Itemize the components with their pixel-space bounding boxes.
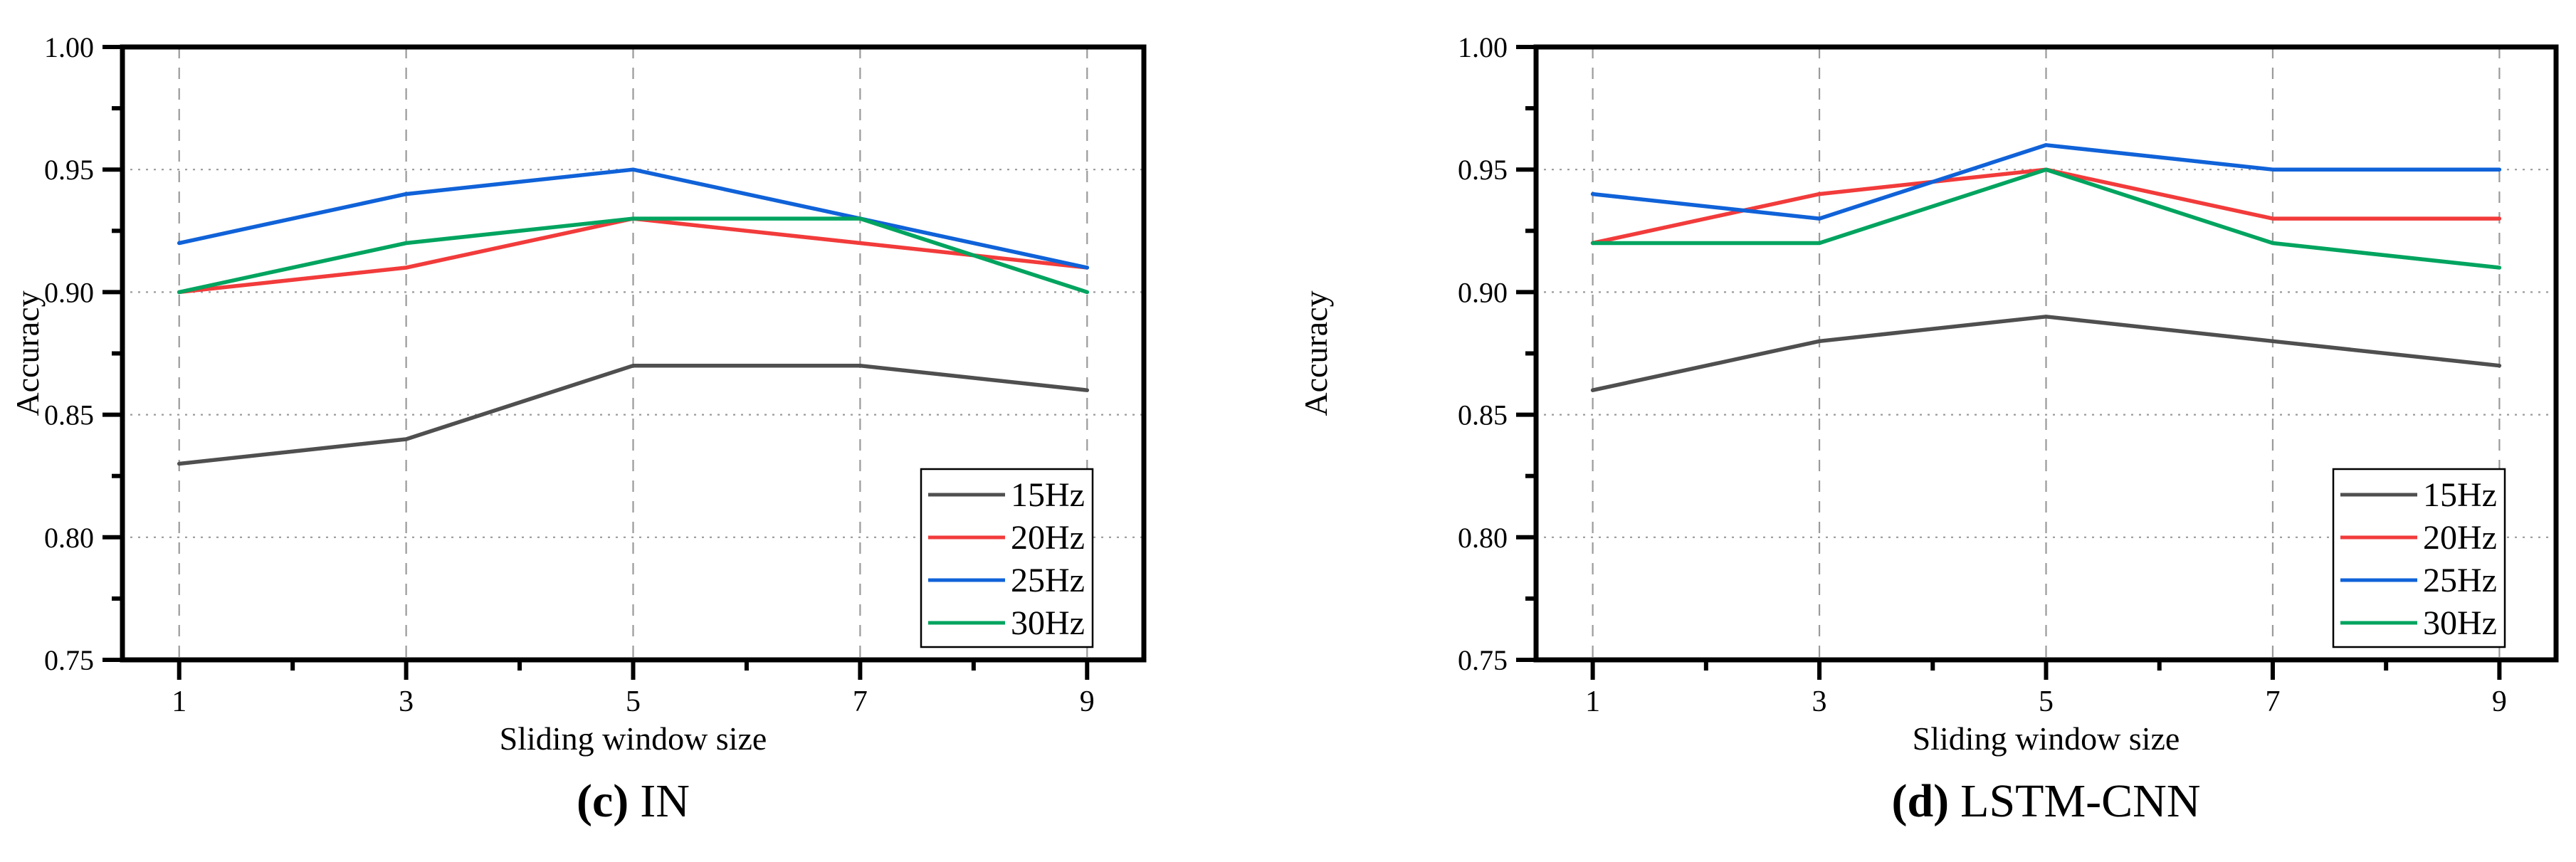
panel-caption-d: (d) LSTM-CNN <box>1536 774 2556 829</box>
caption-marker-c: (c) <box>577 775 629 827</box>
svg-text:0.85: 0.85 <box>44 399 94 431</box>
x-tick-labels: 1 3 5 7 9 <box>172 685 1095 718</box>
x-axis-title: Sliding window size <box>1913 720 2180 757</box>
svg-text:1.00: 1.00 <box>44 31 94 63</box>
caption-label-d: LSTM-CNN <box>1960 775 2201 827</box>
legend-label-15hz: 15Hz <box>1011 476 1085 514</box>
panel-d: 0.75 0.80 0.85 0.90 0.95 1.00 1 3 5 7 9 Sliding win… <box>1288 0 2576 862</box>
svg-text:9: 9 <box>1080 685 1095 718</box>
svg-text:9: 9 <box>2492 685 2507 718</box>
line-chart-d: 0.75 0.80 0.85 0.90 0.95 1.00 1 3 5 7 9 Sliding win… <box>1298 31 2559 757</box>
svg-text:7: 7 <box>853 685 868 718</box>
svg-text:1: 1 <box>1585 685 1600 718</box>
legend-label-25hz: 25Hz <box>1011 562 1085 599</box>
series-line-25hz <box>1590 143 2502 221</box>
svg-text:0.95: 0.95 <box>44 154 94 186</box>
svg-text:0.85: 0.85 <box>1458 399 1508 431</box>
series-line-15hz <box>1590 315 2502 392</box>
series-line-25hz <box>177 167 1090 270</box>
y-tick-labels: 0.75 0.80 0.85 0.90 0.95 1.00 <box>44 31 94 676</box>
svg-text:5: 5 <box>626 685 641 718</box>
svg-text:3: 3 <box>1812 685 1827 718</box>
panel-caption-c: (c) IN <box>122 774 1144 829</box>
legend-label-20hz: 20Hz <box>1011 519 1085 557</box>
svg-text:0.80: 0.80 <box>1458 522 1508 554</box>
legend-label-25hz: 25Hz <box>2423 562 2497 599</box>
svg-text:5: 5 <box>2039 685 2054 718</box>
caption-marker-d: (d) <box>1891 775 1950 827</box>
series-line-30hz <box>177 216 1090 295</box>
y-axis-title: Accuracy <box>9 290 46 416</box>
y-tick-labels: 0.75 0.80 0.85 0.90 0.95 1.00 <box>1458 31 1508 676</box>
axis-ticks <box>102 45 1090 680</box>
axis-ticks <box>1516 45 2502 680</box>
svg-text:0.90: 0.90 <box>44 276 94 308</box>
y-axis-title: Accuracy <box>1298 290 1334 416</box>
svg-text:0.75: 0.75 <box>1458 644 1508 676</box>
legend: 15Hz 20Hz 25Hz 30Hz <box>2332 468 2506 648</box>
caption-label-c: IN <box>640 775 690 827</box>
svg-text:0.90: 0.90 <box>1458 276 1508 308</box>
line-chart-c: 0.75 0.80 0.85 0.90 0.95 1.00 1 3 5 7 9 Sliding win… <box>9 31 1147 757</box>
legend-box <box>2332 468 2506 648</box>
svg-text:0.80: 0.80 <box>44 522 94 554</box>
svg-text:1.00: 1.00 <box>1458 31 1508 63</box>
legend-box <box>920 468 1094 648</box>
legend: 15Hz 20Hz 25Hz 30Hz <box>920 468 1094 648</box>
x-tick-labels: 1 3 5 7 9 <box>1585 685 2507 718</box>
legend-label-15hz: 15Hz <box>2423 476 2497 514</box>
svg-text:1: 1 <box>172 685 186 718</box>
legend-label-30hz: 30Hz <box>1011 604 1085 642</box>
svg-text:0.95: 0.95 <box>1458 154 1508 186</box>
x-axis-title: Sliding window size <box>500 720 767 757</box>
legend-label-20hz: 20Hz <box>2423 519 2497 557</box>
svg-text:3: 3 <box>399 685 414 718</box>
svg-text:0.75: 0.75 <box>44 644 94 676</box>
legend-label-30hz: 30Hz <box>2423 604 2497 642</box>
series-line-15hz <box>177 363 1090 466</box>
panel-c: 0.75 0.80 0.85 0.90 0.95 1.00 1 3 5 7 9 Sliding win… <box>9 31 1147 829</box>
series-line-30hz <box>1590 167 2502 270</box>
svg-text:7: 7 <box>2265 685 2280 718</box>
